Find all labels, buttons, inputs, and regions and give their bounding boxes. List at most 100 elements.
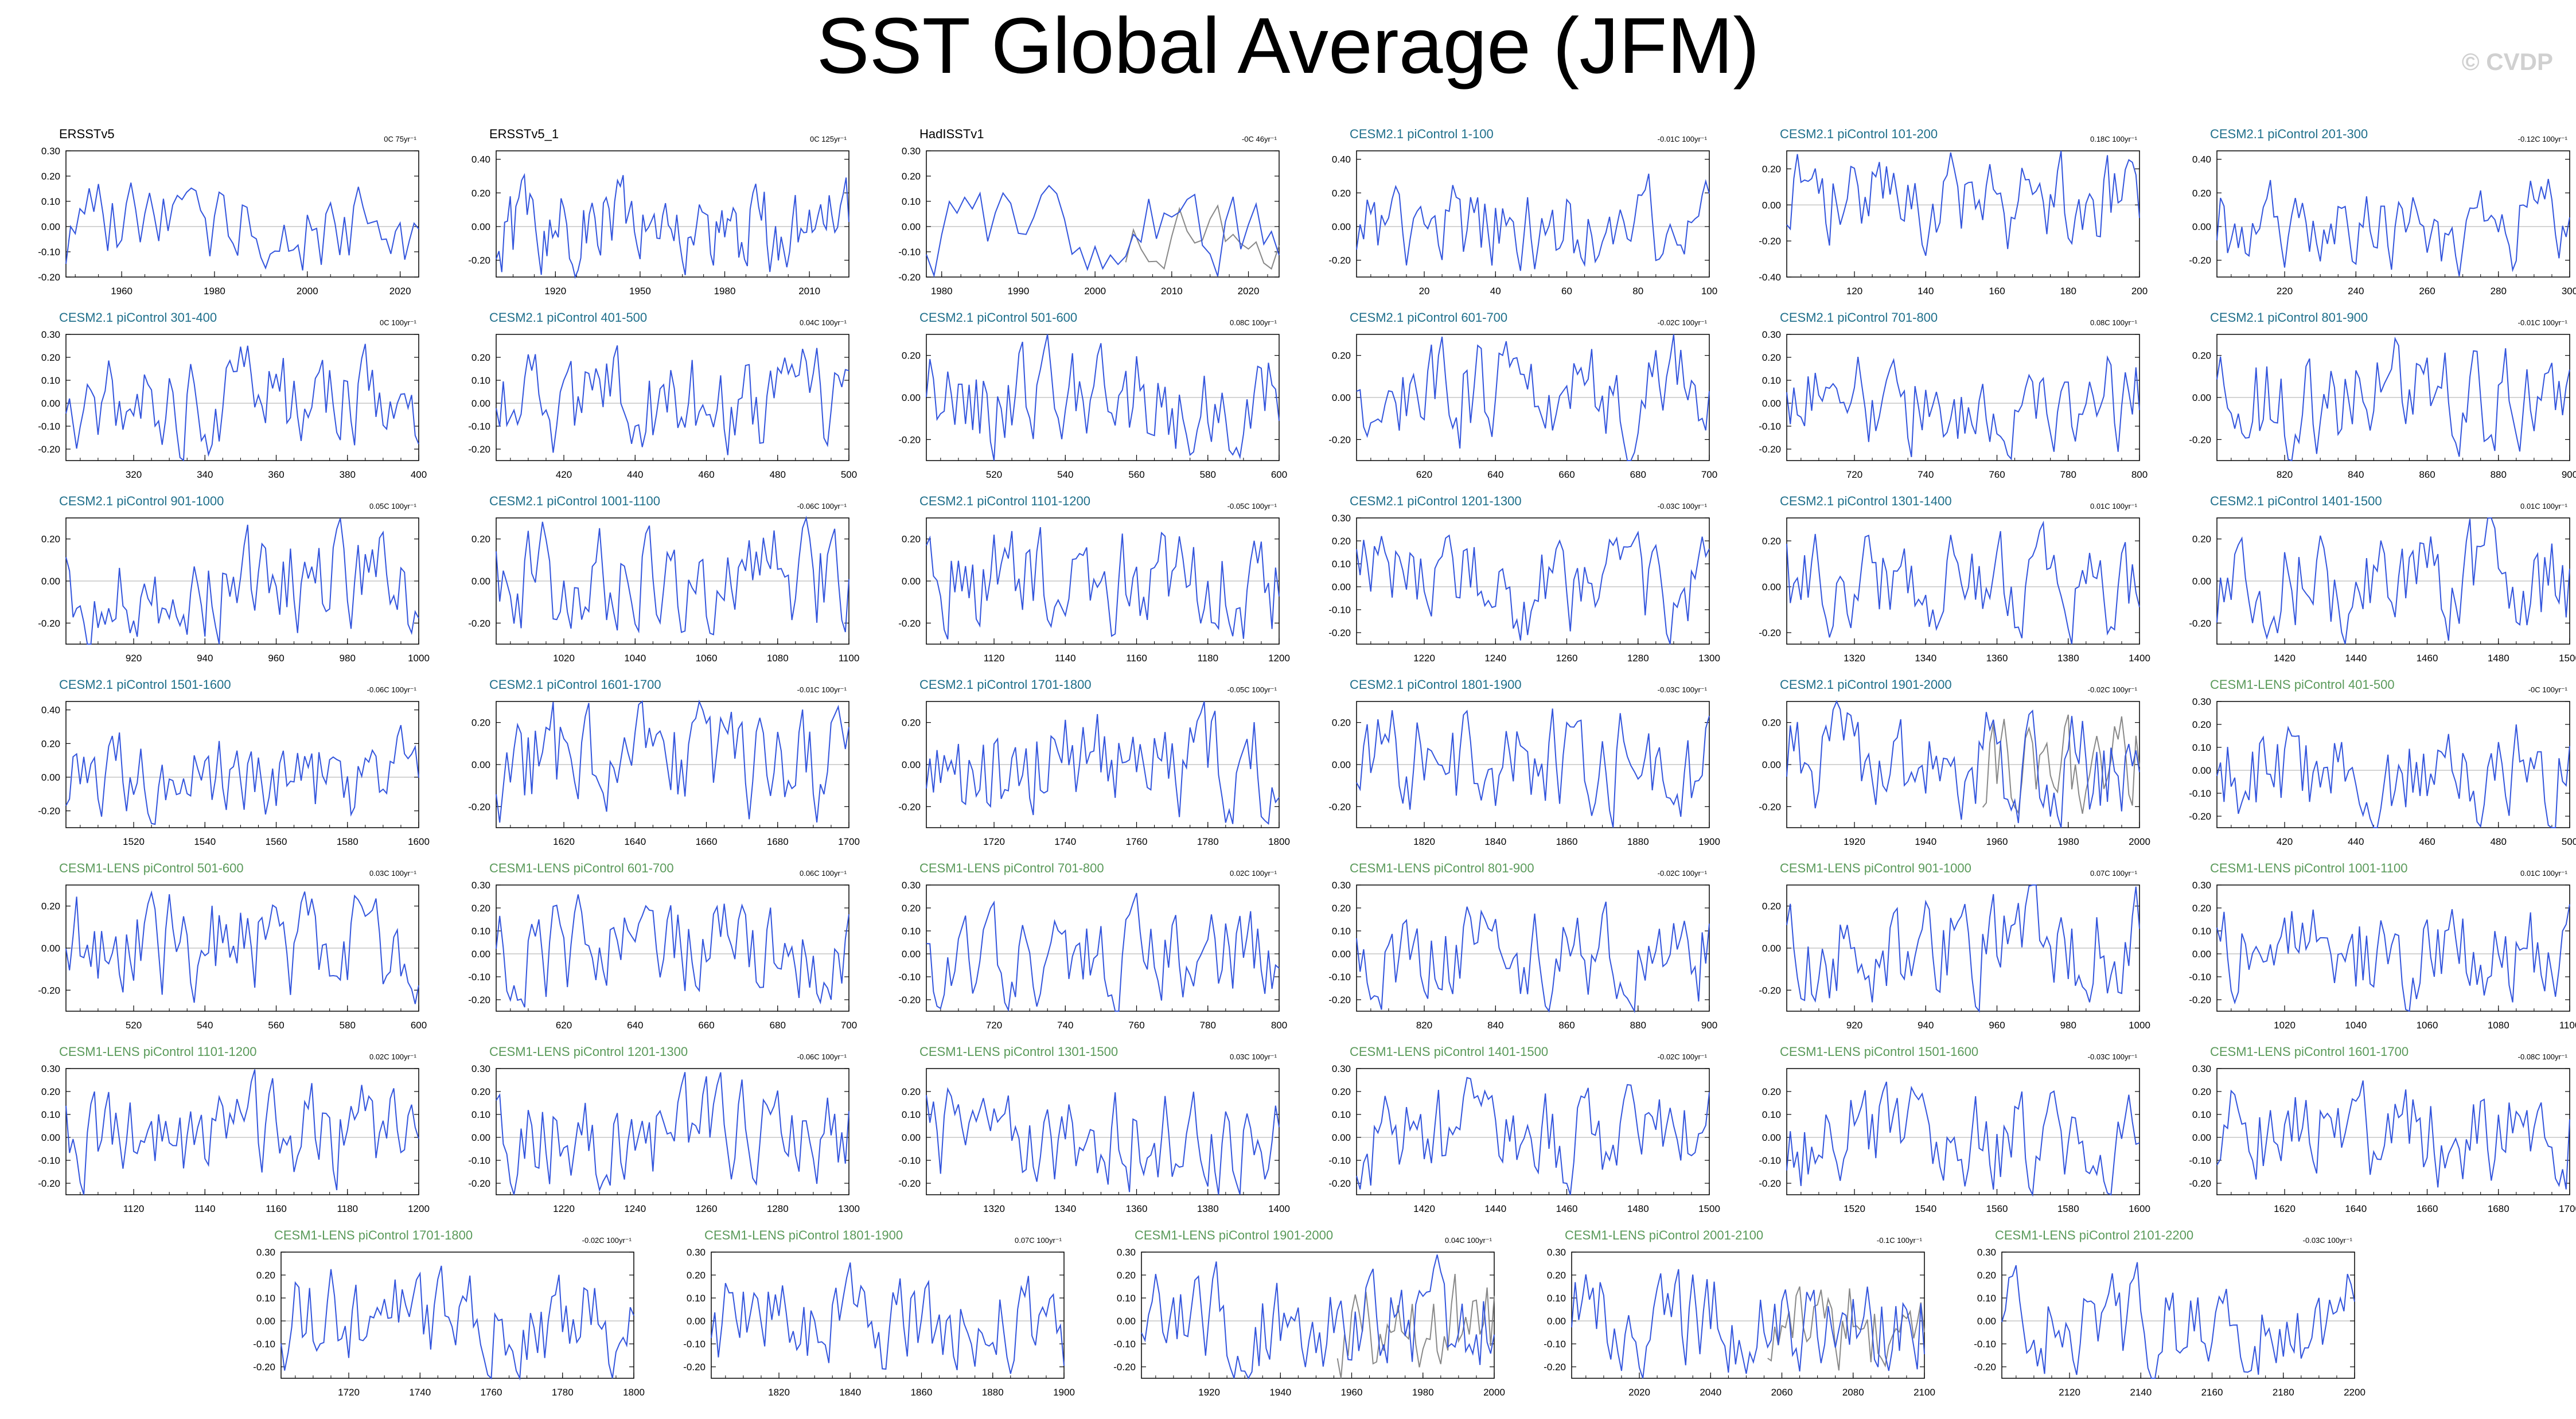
y-tick-label: 0.20 [2192, 188, 2211, 198]
x-tick-label: 940 [1918, 1020, 1934, 1031]
x-tick-label: 700 [1701, 469, 1717, 480]
x-tick-label: 420 [556, 469, 572, 480]
x-tick-label: 1660 [696, 836, 718, 847]
y-tick-label: -0.20 [38, 1178, 60, 1189]
chart-panel: CESM2.1 piControl 1301-1400 0.01C 100yr⁻¹… [1732, 490, 2150, 680]
y-tick-label: 0.20 [1547, 1270, 1566, 1281]
x-tick-label: 740 [1918, 469, 1934, 480]
trend-label: 0.04C 100yr⁻¹ [800, 318, 847, 327]
x-tick-label: 880 [1630, 1020, 1646, 1031]
x-tick-label: 1900 [1698, 836, 1720, 847]
overlay-series-line [1125, 204, 1280, 270]
chart-panel: CESM2.1 piControl 1-100 -0.01C 100yr⁻¹ 0.4… [1302, 123, 1717, 313]
y-tick-label: -0.10 [1328, 1155, 1351, 1166]
y-tick-label: -0.20 [38, 618, 60, 629]
x-tick-label: 120 [1846, 286, 1862, 297]
x-tick-label: 820 [1416, 1020, 1432, 1031]
x-tick-label: 1120 [123, 1203, 145, 1214]
y-tick-label: 0.30 [1977, 1247, 1996, 1258]
panel-title: CESM2.1 piControl 701-800 [1780, 310, 1938, 325]
x-tick-label: 600 [1271, 469, 1287, 480]
panel-title: CESM1-LENS piControl 1001-1100 [2210, 861, 2407, 875]
series-line [1786, 884, 2140, 1013]
y-tick-label: 0.00 [471, 759, 490, 770]
y-tick-label: 0.40 [471, 154, 490, 165]
y-tick-label: 0.20 [687, 1270, 706, 1281]
x-tick-label: 2020 [1238, 286, 1260, 297]
x-tick-label: 2000 [2129, 836, 2150, 847]
panel-title: CESM1-LENS piControl 2001-2100 [1565, 1228, 1763, 1242]
plot-frame [711, 1252, 1065, 1379]
chart-svg: CESM2.1 piControl 801-900 -0.01C 100yr⁻¹ 0… [2189, 310, 2576, 480]
x-tick-label: 1560 [266, 836, 287, 847]
x-tick-label: 1680 [2488, 1203, 2509, 1214]
y-tick-label: 0.20 [2192, 534, 2211, 545]
x-tick-label: 1180 [1197, 653, 1218, 664]
x-tick-label: 1000 [2129, 1020, 2150, 1031]
y-tick-label: -0.20 [1328, 995, 1351, 1005]
panel-title: CESM2.1 piControl 301-400 [59, 310, 217, 325]
chart-panel: CESM2.1 piControl 1801-1900 -0.03C 100yr⁻… [1302, 674, 1720, 863]
y-tick-label: 0.00 [1762, 582, 1781, 592]
chart-svg: CESM1-LENS piControl 1801-1900 0.07C 100y… [683, 1228, 1075, 1398]
x-tick-label: 320 [126, 469, 142, 480]
y-tick-label: 0.00 [2192, 576, 2211, 587]
x-tick-label: 1520 [123, 836, 145, 847]
trend-label: -0.02C 100yr⁻¹ [1658, 869, 1708, 878]
x-tick-label: 840 [2348, 469, 2364, 480]
y-tick-label: -0.10 [468, 421, 490, 432]
x-tick-label: 1760 [1126, 836, 1148, 847]
x-tick-label: 500 [841, 469, 857, 480]
x-tick-label: 680 [770, 1020, 786, 1031]
y-tick-label: -0.10 [2189, 788, 2211, 799]
chart-panel: CESM1-LENS piControl 1701-1800 -0.02C 100… [227, 1225, 645, 1414]
series-line [1141, 1254, 1495, 1380]
x-tick-label: 1800 [1268, 836, 1290, 847]
y-tick-label: -0.20 [1113, 1362, 1136, 1373]
panel-title: CESM1-LENS piControl 2101-2200 [1995, 1228, 2193, 1242]
x-tick-label: 1020 [2274, 1020, 2296, 1031]
chart-svg: CESM2.1 piControl 1-100 -0.01C 100yr⁻¹ 0.4… [1328, 127, 1717, 297]
x-tick-label: 180 [2060, 286, 2076, 297]
x-tick-label: 40 [1490, 286, 1501, 297]
chart-panel: CESM1-LENS piControl 2101-2200 -0.03C 100… [1947, 1225, 2365, 1414]
x-tick-label: 80 [1632, 286, 1643, 297]
y-tick-label: -0.20 [2189, 811, 2211, 822]
chart-svg: CESM2.1 piControl 201-300 -0.12C 100yr⁻¹ 0… [2189, 127, 2576, 297]
y-tick-label: 0.30 [2192, 880, 2211, 891]
panel-title: CESM2.1 piControl 1401-1500 [2210, 494, 2382, 508]
x-tick-label: 1360 [1126, 1203, 1148, 1214]
chart-panel: CESM1-LENS piControl 2001-2100 -0.1C 100y… [1517, 1225, 1935, 1414]
x-tick-label: 2100 [1914, 1387, 1935, 1398]
plot-frame [1571, 1252, 1925, 1379]
x-tick-label: 1460 [2417, 653, 2438, 664]
y-tick-label: 0.00 [1117, 1316, 1136, 1327]
y-tick-label: -0.10 [2189, 972, 2211, 983]
plot-frame [1786, 334, 2140, 461]
y-tick-label: 0.00 [1762, 200, 1781, 210]
trend-label: -0.01C 100yr⁻¹ [2518, 318, 2568, 327]
y-tick-label: 0.20 [902, 903, 921, 914]
x-tick-label: 1950 [629, 286, 651, 297]
x-tick-label: 880 [2491, 469, 2507, 480]
x-tick-label: 920 [126, 653, 142, 664]
y-tick-label: 0.00 [1762, 1132, 1781, 1143]
x-tick-label: 2060 [1771, 1387, 1793, 1398]
panel-title: CESM2.1 piControl 1001-1100 [489, 494, 660, 508]
x-tick-label: 1720 [338, 1387, 360, 1398]
chart-panel: CESM2.1 piControl 301-400 0C 100yr⁻¹ 0.30 0… [11, 307, 427, 496]
chart-panel: ERSSTv5 0C 75yr⁻¹ 0.30 0.20 0.10 0.00 -0.10 -0.… [11, 123, 424, 313]
x-tick-label: 1420 [2274, 653, 2296, 664]
x-tick-label: 1220 [1413, 653, 1435, 664]
series-line [2216, 904, 2570, 1012]
trend-label: 0C 75yr⁻¹ [384, 135, 416, 143]
y-tick-label: 0.00 [1762, 398, 1781, 409]
panel-title: CESM2.1 piControl 101-200 [1780, 127, 1938, 141]
y-tick-label: 0.30 [2192, 696, 2211, 707]
panel-title: CESM2.1 piControl 1501-1600 [59, 677, 231, 692]
x-tick-label: 1400 [2129, 653, 2150, 664]
chart-svg: CESM1-LENS piControl 801-900 -0.02C 100yr… [1328, 861, 1717, 1031]
y-tick-label: 0.20 [2192, 1086, 2211, 1097]
trend-label: -0.01C 100yr⁻¹ [1658, 135, 1708, 143]
